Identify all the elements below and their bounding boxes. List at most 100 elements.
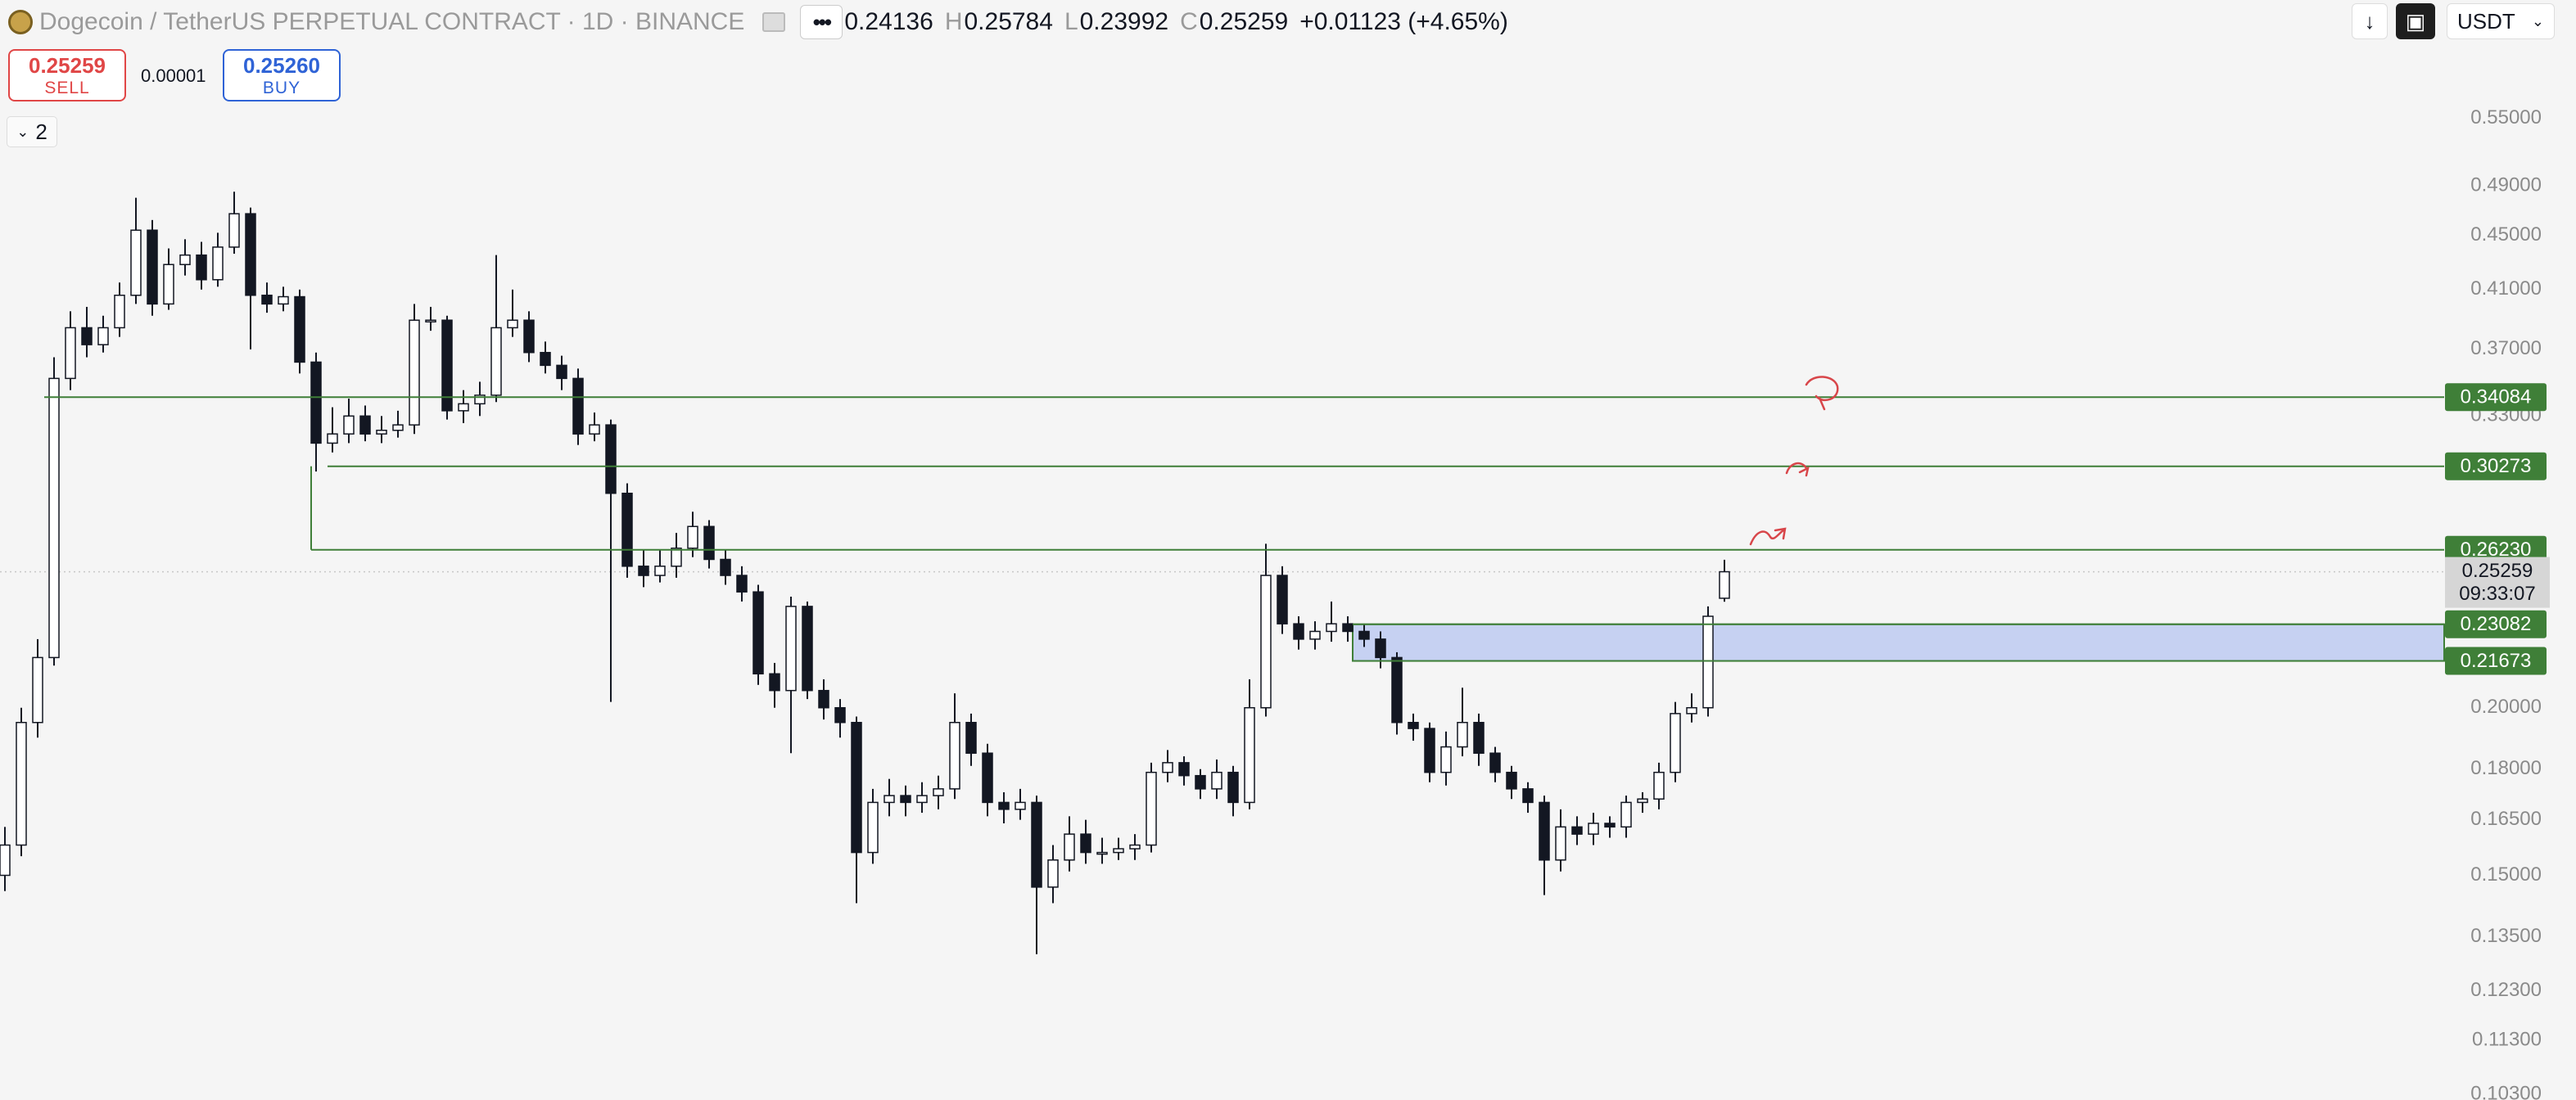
y-tick-label: 0.15000 — [2470, 863, 2542, 886]
y-tick-label: 0.41000 — [2470, 277, 2542, 300]
candle-body — [32, 656, 43, 724]
candle-body — [81, 327, 93, 345]
candle-body — [1637, 798, 1648, 804]
candle-body — [1146, 771, 1157, 846]
arrow-drawing — [1805, 376, 1839, 411]
candle-body — [1195, 774, 1206, 790]
sell-button[interactable]: 0.25259 SELL — [8, 49, 126, 101]
level-label: 0.30273 — [2461, 455, 2532, 477]
candle-body — [490, 327, 502, 396]
indicator-count: 2 — [35, 119, 47, 144]
candle-body — [1015, 801, 1026, 810]
candle-body — [1440, 746, 1452, 773]
arrow-drawing — [1749, 527, 1787, 546]
candle-body — [851, 722, 862, 854]
buy-price: 0.25260 — [243, 52, 320, 78]
candle-body — [1293, 623, 1304, 640]
open-value: 0.24136 — [844, 8, 933, 35]
symbol-title[interactable]: Dogecoin / TetherUS PERPETUAL CONTRACT ·… — [39, 8, 745, 35]
candle-body — [1277, 575, 1288, 624]
candle-body — [1571, 826, 1583, 835]
candle-body — [1620, 801, 1632, 828]
candle-body — [720, 558, 731, 576]
candle-body — [769, 673, 780, 692]
buy-label: BUY — [262, 78, 301, 97]
y-tick-label: 0.49000 — [2470, 174, 2542, 196]
candle-body — [1358, 630, 1370, 640]
more-button[interactable]: ••• — [800, 5, 843, 39]
candle-body — [458, 403, 469, 412]
candle-body — [261, 295, 273, 305]
candle-body — [900, 795, 911, 804]
candle-body — [1113, 848, 1124, 854]
level-label: 0.34084 — [2461, 386, 2532, 408]
candle-body — [621, 492, 633, 567]
close-key: C — [1180, 8, 1198, 35]
candle-body — [867, 801, 879, 854]
candle-body — [0, 844, 11, 877]
candle-body — [752, 591, 764, 675]
candle-body — [163, 264, 174, 305]
level-label-bg — [2445, 535, 2547, 564]
level-label-bg — [2445, 610, 2547, 638]
buy-button[interactable]: 0.25260 BUY — [223, 49, 341, 101]
candle-body — [949, 722, 960, 790]
candle-body — [654, 566, 666, 576]
download-button[interactable]: ↓ — [2352, 3, 2388, 39]
candle-body — [998, 801, 1010, 810]
change: +0.01123 (+4.65%) — [1299, 8, 1508, 35]
y-tick-label: 0.37000 — [2470, 337, 2542, 359]
candle-body — [884, 795, 895, 804]
candle-body — [130, 229, 142, 296]
countdown: 09:33:07 — [2459, 583, 2535, 605]
flag-button[interactable] — [762, 12, 786, 32]
candle-body — [147, 229, 158, 305]
chevron: ⌄ — [2531, 12, 2544, 29]
close-value: 0.25259 — [1199, 8, 1289, 35]
candle-body — [802, 606, 813, 692]
candle-body — [1096, 851, 1108, 855]
candle-body — [1326, 623, 1337, 633]
spread: 0.00001 — [141, 65, 206, 86]
candle-body — [196, 254, 207, 281]
candle-body — [228, 213, 240, 248]
candle-body — [540, 351, 551, 367]
candle-body — [310, 361, 322, 444]
candle-body — [392, 424, 404, 431]
fullscreen-button[interactable]: ▣ — [2396, 3, 2435, 39]
candle-body — [1555, 826, 1566, 861]
candle-body — [589, 424, 600, 435]
level-label: 0.26230 — [2461, 539, 2532, 561]
candle-body — [1031, 801, 1042, 888]
candle-body — [556, 364, 567, 380]
candle-body — [1178, 762, 1190, 777]
y-tick-label: 0.13500 — [2470, 925, 2542, 947]
candle-body — [1424, 728, 1435, 773]
indicators-toggle[interactable]: ⌄ 2 — [7, 116, 57, 147]
y-tick-label: 0.11300 — [2472, 1028, 2542, 1050]
y-tick-label: 0.45000 — [2470, 223, 2542, 246]
currency-select[interactable]: USDT ⌄ — [2447, 3, 2555, 39]
symbol-header: Dogecoin / TetherUS PERPETUAL CONTRACT ·… — [0, 3, 1508, 41]
candle-body — [359, 415, 371, 435]
y-tick-label: 0.10300 — [2470, 1082, 2542, 1100]
candle-body — [1506, 771, 1517, 790]
candle-body — [425, 319, 436, 322]
drawings — [1749, 376, 1839, 546]
candle-body — [1064, 833, 1075, 861]
candle-body — [572, 377, 584, 435]
candle-body — [1522, 788, 1534, 804]
y-tick-label: 0.18000 — [2470, 757, 2542, 779]
level-label-bg — [2445, 452, 2547, 480]
candle-body — [65, 327, 76, 380]
candle-body — [48, 377, 60, 659]
candle-body — [1080, 833, 1091, 854]
candle-body — [1702, 615, 1714, 709]
candle-body — [1670, 713, 1681, 773]
candle-body — [1129, 844, 1141, 850]
candle-body — [1211, 771, 1222, 790]
sell-label: SELL — [44, 78, 90, 97]
candle-body — [671, 548, 682, 567]
